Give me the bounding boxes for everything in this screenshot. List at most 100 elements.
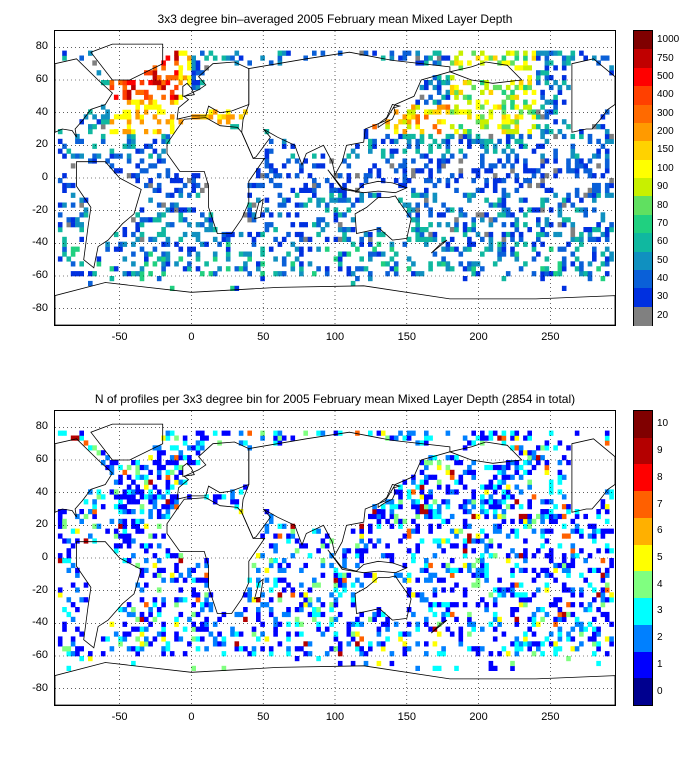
bin-cell [424, 562, 429, 569]
bin-cell [372, 138, 377, 144]
bin-cell [415, 202, 420, 208]
bin-cell [419, 597, 425, 603]
bin-cell [75, 153, 80, 159]
bin-cell [393, 138, 399, 144]
bin-cell [277, 621, 283, 627]
bin-cell [553, 616, 558, 622]
bin-cell [393, 178, 399, 184]
bin-cell [527, 80, 532, 86]
bin-cell [488, 435, 494, 441]
bin-cell [510, 168, 515, 174]
bin-cell [467, 99, 472, 105]
bin-cell [126, 271, 132, 277]
bin-cell [161, 202, 166, 208]
bin-cell [480, 504, 485, 510]
bin-cell [566, 192, 571, 198]
bin-cell [144, 104, 149, 110]
bin-cell [62, 607, 67, 613]
bin-cell [415, 523, 420, 529]
bin-cell [178, 50, 184, 56]
bin-cell [131, 99, 136, 105]
bin-cell [475, 435, 481, 441]
bin-cell [299, 222, 304, 228]
bin-cell [174, 636, 179, 642]
bin-cell [445, 75, 451, 81]
bin-cell [238, 266, 244, 272]
bin-cell [475, 119, 481, 125]
bin-cell [540, 89, 545, 95]
bin-cell [600, 55, 606, 61]
bin-cell [337, 227, 343, 233]
bin-cell [204, 55, 209, 61]
colorbar-segment [634, 86, 652, 105]
bin-cell [329, 182, 334, 189]
bin-cell [536, 70, 541, 76]
bin-cell [574, 168, 580, 174]
bin-cell [324, 651, 330, 657]
bin-cell [510, 222, 515, 228]
bin-cell [126, 129, 132, 135]
bin-cell [471, 168, 476, 174]
bin-cell [346, 271, 352, 277]
bin-cell [165, 119, 171, 125]
bin-cell [428, 173, 433, 179]
bin-cell [505, 173, 511, 179]
bin-cell [531, 173, 537, 179]
bin-cell [191, 207, 196, 213]
bin-cell [225, 231, 231, 238]
bin-cell [342, 212, 347, 218]
bin-cell [359, 528, 364, 534]
bin-cell [139, 489, 145, 495]
bin-cell [243, 440, 248, 446]
bin-cell [561, 65, 567, 71]
bin-cell [579, 163, 584, 169]
bin-cell [126, 114, 132, 120]
bin-cell [126, 509, 132, 515]
bin-cell [406, 119, 412, 125]
bin-cell [398, 55, 403, 61]
bin-cell [497, 513, 502, 520]
bin-cell [195, 626, 201, 632]
bin-cell [540, 207, 545, 213]
bin-cell [497, 435, 502, 441]
bin-cell [492, 474, 498, 480]
bin-cell [561, 60, 567, 66]
bin-cell [307, 641, 313, 647]
bin-cell [445, 626, 451, 632]
bin-cell [505, 133, 511, 140]
bin-cell [566, 197, 571, 203]
bin-cell [462, 553, 468, 559]
bin-cell [609, 494, 614, 500]
bin-cell [389, 256, 395, 262]
bin-cell [548, 553, 554, 559]
bin-cell [553, 133, 558, 140]
bin-cell [247, 256, 252, 262]
bin-cell [600, 504, 606, 510]
bin-cell [432, 138, 438, 144]
bin-cell [540, 227, 545, 233]
bin-cell [402, 533, 408, 539]
bin-cell [531, 553, 537, 559]
bin-cell [380, 646, 386, 652]
bin-cell [70, 217, 76, 223]
bin-cell [165, 460, 171, 466]
bin-cell [144, 558, 149, 564]
bin-cell [264, 567, 270, 573]
bin-cell [531, 148, 537, 154]
bin-cell [587, 133, 593, 140]
bin-cell [286, 50, 291, 56]
bin-cell [497, 124, 502, 130]
bin-cell [436, 163, 442, 169]
bin-cell [501, 192, 507, 198]
bin-cell [531, 89, 537, 95]
bin-cell [523, 55, 528, 61]
bin-cell [523, 60, 528, 66]
bin-cell [376, 607, 382, 613]
bin-cell [75, 538, 80, 544]
bin-cell [415, 99, 420, 105]
bin-cell [445, 104, 451, 110]
bin-cell [518, 109, 524, 115]
bin-cell [536, 168, 541, 174]
bin-cell [126, 631, 132, 637]
bin-cell [527, 597, 532, 603]
